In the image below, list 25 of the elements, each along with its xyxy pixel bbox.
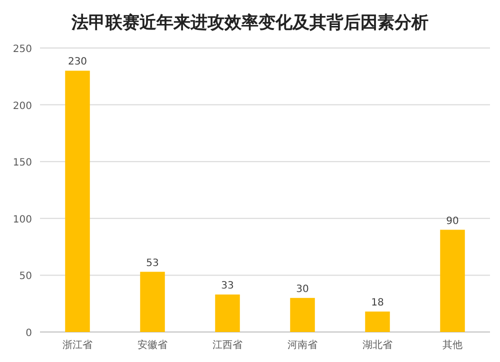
y-tick-label: 200 — [12, 100, 32, 112]
bar — [290, 298, 315, 332]
x-tick-label: 浙江省 — [62, 339, 92, 351]
data-label: 30 — [296, 284, 309, 295]
y-tick-label: 250 — [12, 44, 32, 55]
data-label: 90 — [446, 216, 459, 227]
bar — [365, 312, 390, 332]
y-tick-label: 150 — [12, 158, 32, 169]
x-tick-label: 安徽省 — [138, 339, 168, 351]
y-tick-label: 50 — [19, 271, 32, 282]
x-tick-label: 其他 — [442, 339, 462, 351]
data-label: 18 — [371, 298, 384, 309]
x-tick-label: 湖北省 — [362, 339, 392, 351]
x-tick-label: 河南省 — [288, 339, 318, 351]
y-tick-label: 0 — [26, 328, 32, 339]
bar — [140, 272, 165, 332]
data-label: 53 — [146, 258, 159, 269]
bar — [440, 230, 465, 332]
bar — [65, 70, 90, 332]
data-label: 230 — [68, 56, 88, 68]
y-tick-label: 100 — [12, 214, 32, 226]
chart-title: 法甲联赛近年来进攻效率变化及其背后因素分析 — [70, 13, 428, 33]
bar — [215, 294, 240, 332]
x-tick-label: 江西省 — [212, 339, 242, 351]
data-label: 33 — [221, 280, 234, 292]
